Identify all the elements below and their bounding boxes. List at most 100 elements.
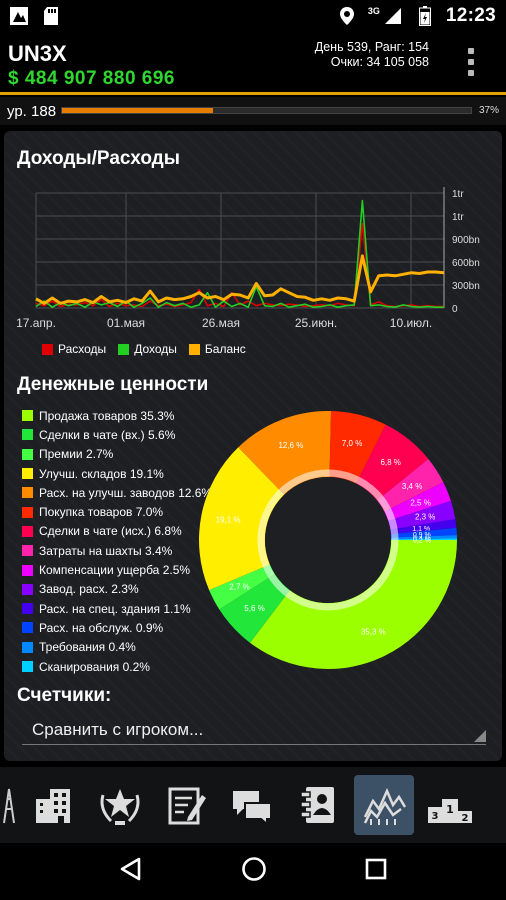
- legend-label: Сделки в чате (исх.) 6.8%: [39, 524, 182, 539]
- legend-swatch: [22, 661, 33, 672]
- x-tick-label: 17.апр.: [16, 316, 56, 330]
- legend-item-expenses: Расходы: [42, 342, 106, 356]
- pie-slice-label: 6,8 %: [380, 458, 400, 467]
- money-legend-item: Затраты на шахты 3.4%: [22, 541, 212, 560]
- wreath-star-icon[interactable]: [90, 775, 150, 835]
- donut-hole: [265, 477, 391, 603]
- notepad-icon[interactable]: [156, 775, 216, 835]
- legend-swatch: [22, 603, 33, 615]
- overflow-menu-icon[interactable]: [466, 48, 476, 76]
- svg-text:1: 1: [446, 803, 454, 816]
- player-stats: День 539, Ранг: 154 Очки: 34 105 058: [315, 40, 429, 70]
- legend-label: Расх. на улучш. заводов 12.6%: [39, 485, 213, 500]
- home-icon[interactable]: [241, 856, 267, 887]
- money-legend-item: Премии 2.7%: [22, 445, 212, 464]
- signal-icon: [382, 5, 404, 27]
- money-legend-item: Расх. на обслуж. 0.9%: [22, 618, 212, 637]
- y-tick-label: 0: [452, 304, 458, 315]
- pie-slice-label: 0,2 %: [413, 537, 431, 544]
- money-values-legend: Продажа товаров 35.3% Сделки в чате (вх.)…: [22, 406, 212, 676]
- money-legend-item: Сделки в чате (исх.) 6.8%: [22, 522, 212, 541]
- player-name: UN3X: [8, 41, 67, 66]
- money-legend-item: Завод. расх. 2.3%: [22, 580, 212, 599]
- recents-icon[interactable]: [364, 857, 388, 886]
- legend-label: Компенсации ущерба 2.5%: [39, 563, 191, 578]
- income-expense-chart: 1tr 1tr 900bn 600bn 300bn 0 17.апр. 01.мая 26.ма…: [16, 187, 480, 330]
- points: Очки: 34 105 058: [330, 55, 429, 69]
- legend-swatch: [22, 506, 33, 518]
- y-tick-label: 600bn: [452, 258, 480, 269]
- level-progress-percent: 37%: [478, 105, 499, 116]
- money-legend-item: Сделки в чате (вх.) 5.6%: [22, 425, 212, 444]
- pie-slice-label: 7,0 %: [342, 439, 362, 448]
- pie-slice: [384, 482, 451, 521]
- legend-swatch: [22, 622, 33, 634]
- svg-text:2: 2: [462, 813, 469, 824]
- chart-icon[interactable]: [354, 775, 414, 835]
- legend-item-income: Доходы: [118, 342, 177, 356]
- level-progress-track: [61, 107, 472, 114]
- legend-label: Сделки в чате (вх.) 5.6%: [39, 427, 176, 442]
- legend-label: Продажа товаров 35.3%: [39, 408, 175, 423]
- back-icon[interactable]: [118, 856, 144, 887]
- legend-swatch: [22, 410, 33, 422]
- legend-swatch: [22, 468, 33, 480]
- sd-card-icon: [40, 5, 62, 27]
- y-tick-label: 300bn: [452, 281, 480, 292]
- legend-item-balance: Баланс: [188, 342, 246, 356]
- pie-slice-label: 5,6 %: [244, 604, 264, 613]
- pie-slice: [356, 424, 429, 501]
- legend-swatch: [188, 343, 200, 355]
- pie-slice-label: 12,6 %: [278, 441, 303, 450]
- legend-label: Завод. расх. 2.3%: [39, 582, 139, 597]
- legend-swatch: [22, 487, 33, 499]
- money-values-donut: 35,3 % 5,6 % 2,7 % 19,1 % 12,6 % 7,0 % 6,8 % 3,…: [199, 411, 457, 669]
- legend-label: Расх. на спец. здания 1.1%: [39, 601, 191, 616]
- chat-icon[interactable]: [222, 775, 282, 835]
- legend-label: Сканирования 0.2%: [39, 659, 150, 674]
- pie-slice: [377, 458, 444, 512]
- level-row: ур. 188 37%: [0, 97, 506, 125]
- counters-title: Счетчики:: [17, 685, 112, 706]
- pie-slice: [219, 573, 290, 643]
- oil-rig-icon[interactable]: [0, 775, 18, 835]
- compare-player-label: Сравнить с игроком...: [32, 720, 204, 739]
- battery-icon: [414, 5, 436, 27]
- y-tick-label: 1tr: [452, 189, 464, 200]
- pie-slice: [390, 527, 457, 538]
- legend-swatch: [22, 583, 33, 595]
- x-tick-label: 26.мая: [202, 316, 240, 330]
- legend-label: Требования 0.4%: [39, 640, 136, 655]
- player-money: $ 484 907 880 696: [8, 68, 175, 89]
- money-legend-item: Расх. на улучш. заводов 12.6%: [22, 483, 212, 502]
- legend-label: Доходы: [134, 342, 177, 356]
- series-line-Баланс: [35, 254, 445, 305]
- pie-slice-label: 35,3 %: [361, 627, 386, 636]
- status-bar: 3G 12:23: [0, 0, 506, 32]
- compare-player-dropdown[interactable]: Сравнить с игроком...: [22, 715, 486, 745]
- pie-slice: [329, 411, 386, 484]
- pie-slice: [390, 535, 457, 540]
- app-header: UN3X $ 484 907 880 696 День 539, Ранг: 1…: [0, 32, 506, 92]
- pie-slice-label: 0,9 %: [413, 532, 431, 539]
- money-values-title: Денежные ценности: [17, 374, 209, 395]
- pie-slice-label: 1,1 %: [412, 526, 430, 533]
- legend-swatch: [22, 641, 33, 653]
- contacts-icon[interactable]: [288, 775, 348, 835]
- day-rank: День 539, Ранг: 154: [314, 40, 429, 54]
- legend-label: Баланс: [204, 342, 246, 356]
- legend-swatch: [118, 343, 130, 355]
- money-legend-item: Компенсации ущерба 2.5%: [22, 560, 212, 579]
- system-nav-bar: [0, 843, 506, 900]
- money-legend-item: Сканирования 0.2%: [22, 657, 212, 676]
- location-icon: [336, 5, 358, 27]
- x-tick-label: 10.июл.: [390, 316, 432, 330]
- buildings-icon[interactable]: [24, 775, 84, 835]
- series-line-Доходы: [35, 199, 444, 308]
- x-tick-label: 01.мая: [107, 316, 145, 330]
- pie-slice: [209, 564, 275, 610]
- pie-slice: [390, 538, 457, 540]
- header-divider: [0, 92, 506, 95]
